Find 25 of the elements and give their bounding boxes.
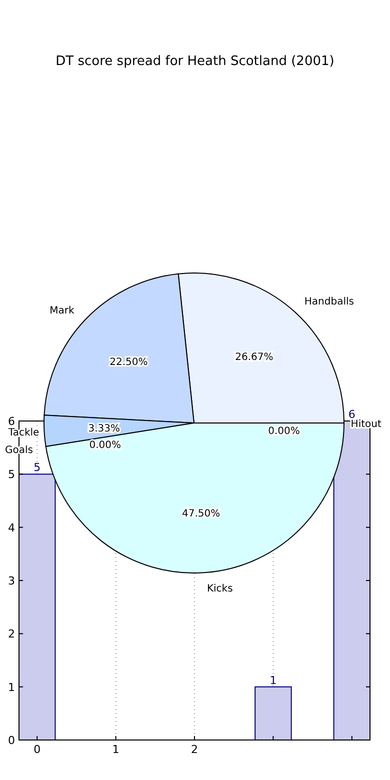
chart-title: DT score spread for Heath Scotland (2001) [56, 54, 334, 69]
bar [254, 686, 292, 740]
y-tick-label: 3 [8, 574, 15, 588]
y-tick-label: 4 [8, 521, 15, 534]
data-label: 3.33% [88, 424, 120, 435]
slice-label: Handballs [304, 296, 354, 308]
slice-label: Kicks [206, 583, 233, 594]
data-label: 6 [348, 408, 356, 421]
slice-label: Mark [50, 305, 74, 316]
bar [18, 474, 56, 740]
data-label: 5 [34, 461, 41, 474]
x-tick-label: 2 [191, 743, 198, 756]
x-tick-label: 0 [34, 743, 41, 756]
x-tick-label: 1 [112, 743, 120, 756]
data-label: 47.50% [182, 508, 220, 520]
y-tick-label: 0 [8, 734, 15, 747]
y-tick-label: 6 [8, 415, 15, 428]
data-label: 22.50% [110, 357, 148, 368]
y-tick-label: 1 [8, 680, 15, 694]
data-label: 26.67% [235, 352, 274, 364]
data-label: 1 [270, 674, 277, 687]
text: 0.00% [268, 426, 300, 437]
text: 0.00% [89, 440, 121, 452]
y-tick-label: 2 [8, 628, 15, 641]
y-tick-label: 5 [8, 468, 15, 482]
